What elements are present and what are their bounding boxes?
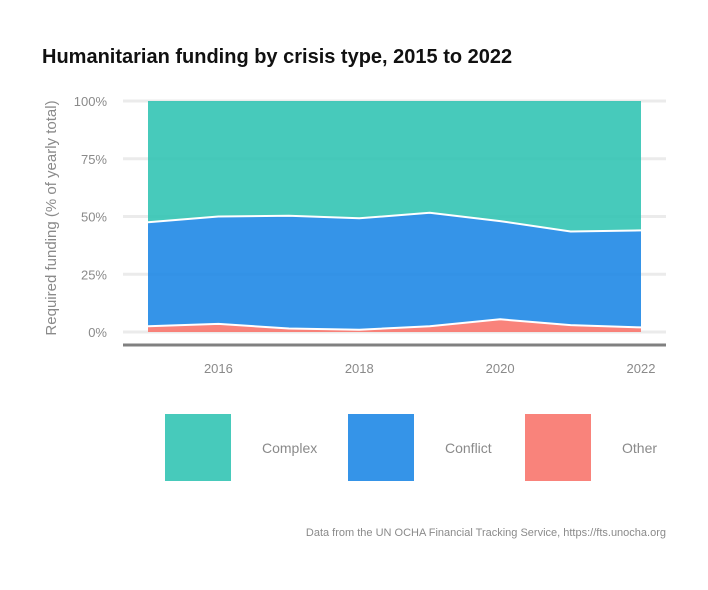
legend-label: Conflict: [445, 440, 492, 456]
legend-item-complex: Complex: [165, 414, 317, 481]
legend-swatch: [348, 414, 414, 481]
legend-swatch: [525, 414, 591, 481]
legend-label: Other: [622, 440, 657, 456]
legend: Complex Conflict Other: [165, 414, 657, 481]
legend-item-conflict: Conflict: [348, 414, 492, 481]
y-axis-tick-labels: 0% 25% 50% 75% 100%: [74, 94, 108, 340]
y-tick-label: 75%: [81, 152, 107, 167]
x-tick-label: 2016: [204, 361, 233, 376]
area-conflict: [148, 212, 641, 330]
y-axis-title: Required funding (% of yearly total): [43, 100, 60, 335]
area-other: [148, 319, 641, 332]
legend-label: Complex: [262, 440, 317, 456]
legend-item-other: Other: [525, 414, 657, 481]
stacked-areas: [147, 101, 642, 332]
boundary-other: [147, 318, 642, 331]
y-tick-label: 0%: [88, 325, 107, 340]
y-tick-label: 50%: [81, 210, 107, 225]
area-complex: [148, 101, 641, 232]
legend-swatch: [165, 414, 231, 481]
x-tick-label: 2022: [627, 361, 656, 376]
x-tick-label: 2020: [486, 361, 515, 376]
x-tick-label: 2018: [345, 361, 374, 376]
chart-title: Humanitarian funding by crisis type, 201…: [42, 46, 513, 68]
y-tick-label: 100%: [74, 94, 108, 109]
source-caption: Data from the UN OCHA Financial Tracking…: [305, 527, 666, 539]
x-axis: 2016 2018 2020 2022: [123, 343, 666, 376]
boundary-conflict: [147, 211, 642, 233]
y-tick-label: 25%: [81, 267, 107, 282]
